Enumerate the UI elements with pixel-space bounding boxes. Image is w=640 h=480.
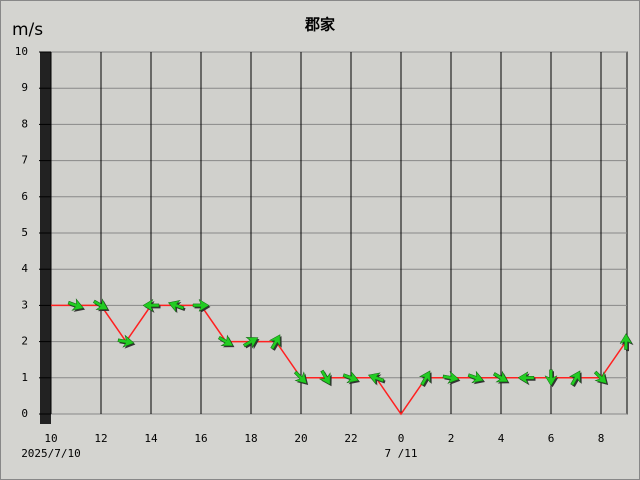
wind-arrow	[544, 369, 558, 387]
y-tick-label: 9	[21, 81, 28, 94]
x-tick-label: 0	[398, 432, 405, 445]
y-tick-label: 6	[21, 190, 28, 203]
y-tick-label: 3	[21, 298, 28, 311]
y-tick-label: 7	[21, 154, 28, 167]
wind-arrow	[467, 370, 484, 384]
x-tick-label: 20	[294, 432, 307, 445]
wind-arrow	[593, 370, 608, 384]
wind-arrow	[342, 370, 359, 384]
wind-arrow	[568, 370, 581, 386]
x-tick-label: 8	[598, 432, 605, 445]
wind-arrow	[117, 334, 135, 348]
y-unit: m/s	[12, 20, 43, 40]
wind-arrow	[67, 298, 84, 311]
wind-arrow	[442, 370, 460, 384]
wind-arrow	[517, 371, 535, 385]
y-tick-label: 4	[21, 262, 28, 275]
wind-arrow	[142, 298, 160, 313]
wind-arrow	[293, 370, 308, 384]
wind-arrow	[318, 369, 331, 386]
wind-arrow	[268, 334, 281, 350]
shadow	[40, 52, 51, 424]
x-tick-label: 4	[498, 432, 505, 445]
date-label: 7 /11	[384, 447, 417, 460]
y-tick-label: 1	[21, 371, 28, 384]
x-tick-label: 12	[94, 432, 107, 445]
y-tick-label: 0	[21, 407, 28, 420]
date-label: 2025/7/10	[21, 447, 81, 460]
wind-arrow	[92, 298, 109, 310]
wind-arrow	[619, 333, 633, 350]
wind-arrow	[492, 370, 509, 383]
y-tick-label: 2	[21, 335, 28, 348]
wind-arrow	[217, 334, 234, 347]
y-tick-label: 10	[15, 45, 28, 58]
x-tick-label: 6	[548, 432, 555, 445]
chart-title: 郡家	[304, 16, 335, 34]
x-tick-label: 14	[144, 432, 158, 445]
x-tick-label: 2	[448, 432, 455, 445]
y-tick-label: 8	[21, 117, 28, 130]
wind-arrow	[168, 300, 185, 313]
x-tick-label: 16	[194, 432, 207, 445]
wind-arrow	[192, 298, 210, 313]
x-tick-label: 10	[44, 432, 57, 445]
wind-arrow	[242, 337, 259, 349]
y-tick-label: 5	[21, 226, 28, 239]
wind-arrow	[418, 370, 431, 386]
x-tick-label: 18	[244, 432, 257, 445]
x-tick-label: 22	[344, 432, 357, 445]
wind-arrow	[368, 372, 385, 385]
